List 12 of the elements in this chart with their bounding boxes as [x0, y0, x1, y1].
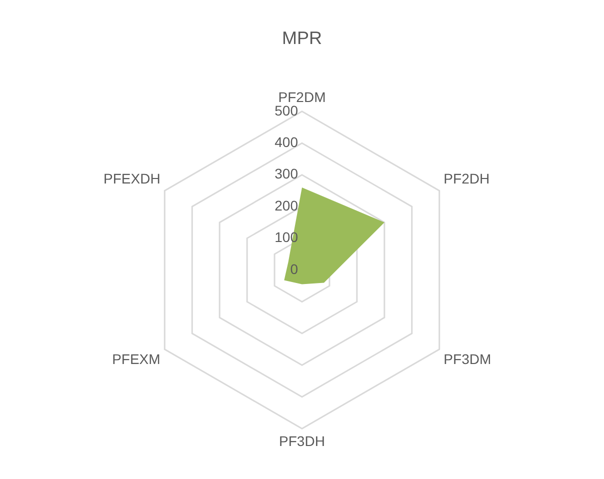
y-tick-label: 0 — [290, 260, 298, 277]
spoke-label: PFEXDH — [104, 170, 160, 187]
y-tick-label: 400 — [274, 134, 298, 150]
spoke-label: PF3DH — [279, 432, 325, 449]
spoke-label: PF2DH — [444, 170, 490, 187]
y-tick-label: 300 — [274, 166, 298, 182]
y-tick-label: 200 — [274, 197, 298, 214]
spoke-label: PF2DM — [278, 88, 326, 105]
spoke-label: PFEXM — [112, 351, 160, 368]
chart-title: MPR — [282, 28, 322, 48]
y-tick-label: 500 — [274, 102, 298, 118]
spoke-label: PF3DM — [444, 351, 492, 368]
